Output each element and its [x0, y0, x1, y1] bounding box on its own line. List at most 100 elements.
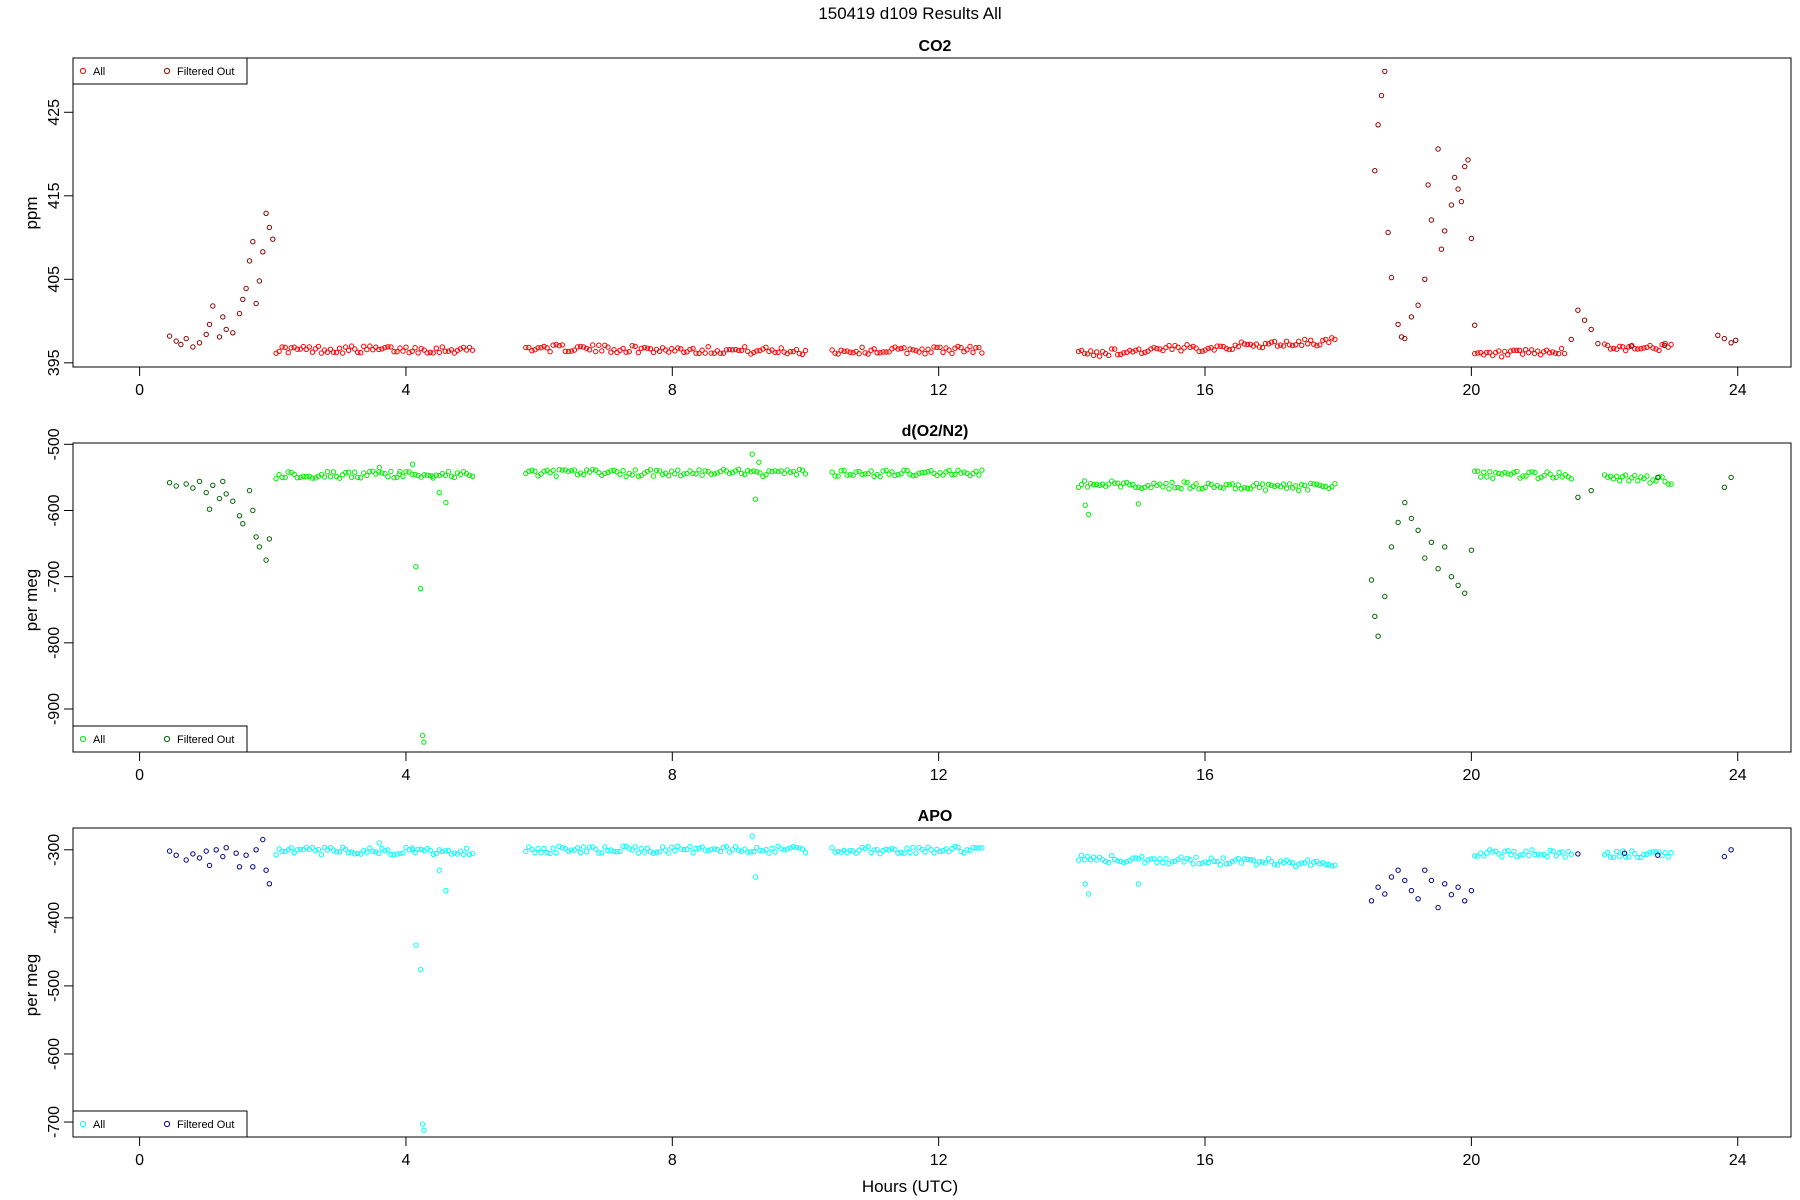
data-point	[1595, 340, 1601, 347]
data-point	[1721, 335, 1728, 342]
data-point	[605, 847, 611, 854]
y-tick-label: -600	[46, 494, 63, 526]
data-point	[626, 349, 632, 355]
data-points	[166, 68, 1739, 360]
data-point	[844, 472, 850, 478]
data-point	[760, 848, 766, 854]
data-point	[877, 350, 883, 356]
data-point	[1385, 229, 1391, 236]
data-point	[236, 864, 243, 870]
data-point	[379, 346, 385, 352]
data-point	[553, 473, 559, 479]
data-point	[662, 847, 669, 853]
data-point	[442, 848, 448, 854]
data-point	[1317, 482, 1323, 488]
data-point	[1614, 473, 1620, 479]
data-point	[955, 343, 961, 350]
y-axis: -500 -600 -700 -800 -900	[46, 428, 74, 725]
data-point	[433, 345, 439, 351]
data-point	[699, 472, 705, 478]
data-point	[183, 481, 189, 487]
data-point	[342, 846, 349, 852]
data-point	[1075, 857, 1082, 863]
data-point	[892, 472, 898, 479]
data-point	[889, 845, 895, 851]
data-point	[430, 350, 436, 356]
data-point	[931, 850, 937, 856]
figure-title: 150419 d109 Results All	[818, 4, 1001, 23]
data-point	[1286, 481, 1293, 487]
data-point	[766, 850, 772, 856]
data-point	[1375, 884, 1381, 890]
data-point	[1715, 332, 1721, 338]
data-point	[1311, 859, 1317, 865]
data-point	[1455, 884, 1461, 890]
data-point	[466, 472, 473, 478]
data-point	[973, 345, 979, 351]
data-point	[638, 345, 644, 351]
data-point	[1465, 157, 1471, 163]
data-point	[397, 850, 403, 857]
data-point	[672, 348, 678, 354]
data-point	[1552, 350, 1559, 356]
data-point	[1496, 470, 1502, 477]
data-point	[345, 469, 352, 475]
data-point	[364, 346, 370, 353]
data-point	[448, 851, 455, 857]
y-axis: 395 405 415 425	[46, 99, 74, 376]
x-tick-label: 20	[1462, 767, 1480, 784]
data-point	[838, 468, 844, 474]
data-point	[1308, 480, 1314, 487]
data-point	[1308, 337, 1314, 343]
data-point	[385, 473, 391, 480]
data-point	[1268, 482, 1275, 488]
legend-label: Filtered Out	[177, 734, 234, 746]
data-point	[1084, 853, 1091, 860]
data-point	[880, 847, 886, 854]
data-point	[430, 851, 436, 857]
x-tick-label: 0	[135, 1152, 144, 1169]
data-point	[1223, 345, 1230, 352]
data-point	[355, 474, 361, 480]
legend: All Filtered Out	[72, 57, 248, 85]
data-point	[1558, 345, 1565, 352]
data-point	[1106, 859, 1112, 866]
data-point	[738, 470, 745, 477]
data-point	[1721, 853, 1728, 860]
data-point	[1517, 852, 1523, 858]
data-point	[1541, 472, 1547, 479]
data-point	[841, 348, 847, 354]
data-point	[1232, 857, 1239, 863]
data-point	[928, 847, 934, 853]
data-point	[1296, 487, 1302, 494]
data-point	[796, 845, 803, 851]
data-point	[1142, 349, 1148, 355]
data-point	[1472, 853, 1478, 859]
data-point	[348, 474, 355, 480]
data-point	[303, 473, 309, 480]
data-point	[385, 847, 391, 853]
data-point	[367, 343, 373, 349]
data-point	[1220, 855, 1227, 861]
data-point	[690, 470, 696, 477]
data-point	[1271, 483, 1278, 490]
data-point	[574, 344, 581, 350]
data-point	[1178, 348, 1184, 354]
data-point	[345, 849, 352, 856]
data-point	[638, 845, 644, 852]
data-point	[250, 864, 256, 870]
data-point	[451, 850, 458, 856]
data-point	[1408, 515, 1415, 522]
data-point	[620, 345, 626, 352]
data-point	[832, 350, 838, 356]
data-point	[376, 464, 382, 471]
data-point	[865, 351, 871, 357]
data-point	[166, 848, 173, 854]
data-point	[1428, 539, 1435, 545]
data-point	[1468, 887, 1475, 894]
data-point	[577, 343, 584, 350]
data-point	[1184, 479, 1190, 486]
data-point	[1428, 217, 1435, 223]
data-point	[203, 331, 209, 338]
data-point	[330, 349, 337, 355]
